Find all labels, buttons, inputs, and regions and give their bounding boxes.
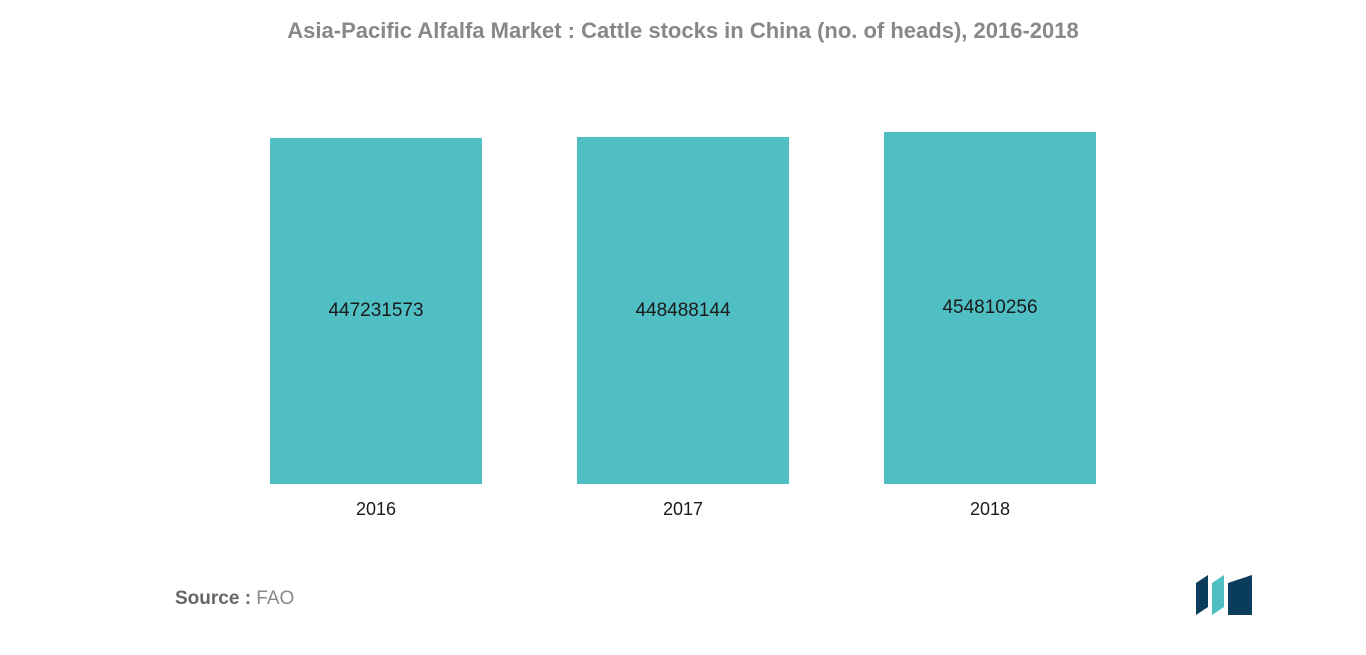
x-label-2016: 2016 [270,499,482,520]
x-label-2018: 2018 [884,499,1096,520]
chart-area: 447231573 448488144 454810256 [0,54,1366,484]
source-citation: Source : FAO [175,588,294,610]
bar-value-2018: 454810256 [942,297,1037,319]
bar-group-2018: 454810256 [884,132,1096,484]
bar-group-2017: 448488144 [577,137,789,484]
bar-group-2016: 447231573 [270,138,482,484]
x-label-2017: 2017 [577,499,789,520]
source-label: Source : [175,588,251,609]
chart-container: Asia-Pacific Alfalfa Market : Cattle sto… [0,0,1366,655]
bar-value-2017: 448488144 [635,300,730,322]
bar-2018: 454810256 [884,132,1096,484]
chart-title: Asia-Pacific Alfalfa Market : Cattle sto… [0,18,1366,44]
mordor-logo [1196,575,1266,615]
bar-value-2016: 447231573 [328,300,423,322]
x-axis-labels: 2016 2017 2018 [0,499,1366,520]
source-value: FAO [251,588,294,609]
bar-2016: 447231573 [270,138,482,484]
bar-2017: 448488144 [577,137,789,484]
